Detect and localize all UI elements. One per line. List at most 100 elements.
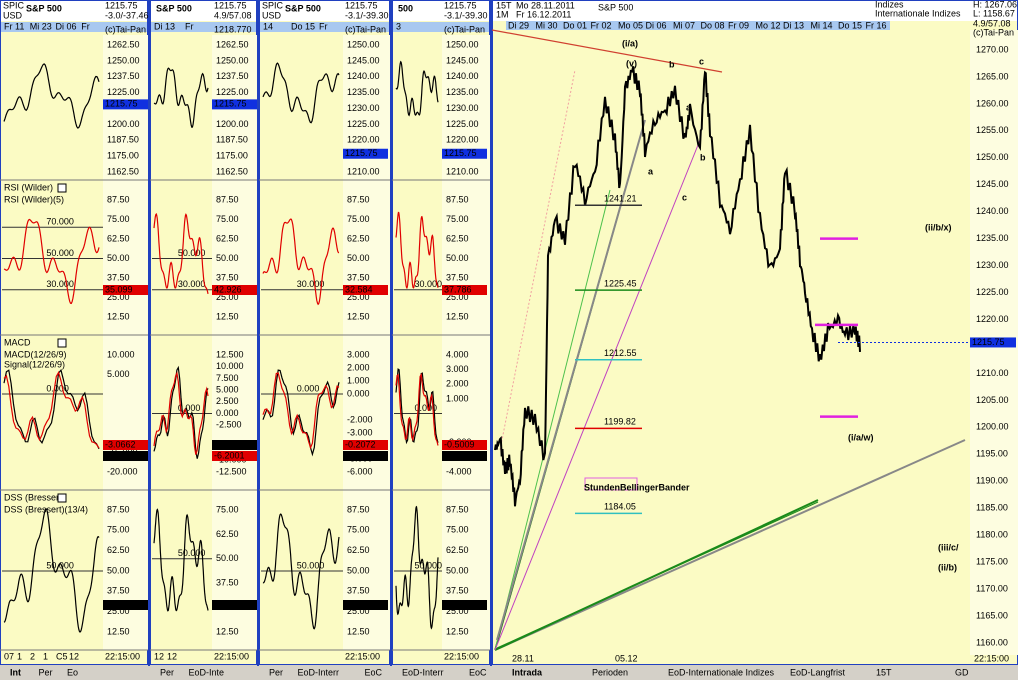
tab[interactable]: Per [160, 667, 174, 677]
y-tick-label: -2.500 [216, 420, 242, 430]
source: (c)Tai-Pan [444, 24, 485, 34]
y-tick-label: 7.500 [216, 373, 239, 383]
symbol: SPIC [262, 0, 284, 10]
indicator-line [3, 63, 100, 129]
panel-toggle[interactable] [57, 338, 67, 348]
date-label: Fr 09 [728, 20, 749, 30]
date-strip [151, 22, 256, 32]
legend-entry: Signal(12/26/9) [4, 359, 65, 369]
tab[interactable]: EoC [365, 667, 383, 677]
y-tick-label: 75.00 [347, 214, 370, 224]
tab[interactable]: EoD-Interr [298, 667, 340, 677]
y-tick-label: 1220.00 [446, 135, 479, 145]
indicator-label: StundenBellingerBander [584, 482, 690, 492]
y-tick-label: 1225.00 [216, 87, 249, 97]
indicator-line [153, 371, 209, 455]
y-tick-label: 12.50 [216, 626, 239, 636]
date-label: Di 06 [56, 21, 77, 31]
tab[interactable]: Per [39, 667, 53, 677]
y-tick-label: 62.50 [347, 233, 370, 243]
indicator-line [395, 372, 439, 446]
y-tick-label: 25.00 [347, 606, 370, 616]
x-tick-label: 1 [43, 651, 48, 661]
source: (c)Tai-Pan [973, 27, 1014, 37]
y-tick-label: 1175.00 [216, 151, 248, 161]
value: -0.2072 [345, 439, 376, 449]
y-tick-label: 1175.00 [976, 557, 1008, 567]
y-tick-label: 1245.00 [347, 55, 380, 65]
level-label: 1199.82 [604, 417, 636, 427]
trend-line [494, 139, 701, 651]
level-label: 0.000 [46, 383, 69, 393]
panel-toggle[interactable] [57, 493, 67, 503]
y-tick-label: 12.50 [347, 311, 370, 321]
value-box [442, 440, 487, 450]
value: 42.926 [214, 284, 242, 294]
header [393, 1, 489, 21]
control[interactable]: 15T [876, 667, 892, 677]
tab[interactable]: Eo [67, 667, 78, 677]
y-tick-label: 25.00 [107, 606, 130, 616]
y-tick-label: 1225.00 [976, 287, 1009, 297]
y-tick-label: 1162.50 [216, 166, 248, 176]
time: 22:15:00 [444, 651, 479, 661]
tab[interactable]: EoD-Internationale Indizes [668, 667, 775, 677]
y-tick-label: 12.500 [216, 349, 244, 359]
currency: USD [262, 10, 282, 20]
tab[interactable]: EoD-Langfrist [790, 667, 846, 677]
level-label: 0.000 [178, 403, 201, 413]
date-strip [506, 21, 890, 30]
y-tick-label: 37.50 [216, 272, 239, 282]
y-tick-label: 37.50 [347, 272, 370, 282]
change: 4.9/57.08 [214, 10, 252, 20]
date-label: Mo 05 [618, 20, 643, 30]
y-tick-label: 1235.00 [976, 233, 1009, 243]
tab[interactable]: Perioden [592, 667, 628, 677]
date-label: Mo 12 [756, 20, 781, 30]
date-label: Do 15 [838, 20, 862, 30]
y-tick-label: 37.50 [347, 586, 370, 596]
date-label: Fr 11 [4, 21, 24, 31]
value-box [343, 600, 388, 610]
tab[interactable]: Intrada [512, 667, 543, 677]
legend-entry: RSI (Wilder)(5) [4, 194, 64, 204]
control[interactable]: GD [955, 667, 969, 677]
y-tick-label: 1220.00 [976, 314, 1009, 324]
level-label: 0.000 [297, 383, 320, 393]
last-price: 1215.75 [214, 0, 247, 10]
indicator-line [153, 508, 209, 612]
y-tick-label: 62.50 [347, 545, 370, 555]
last-price: 1215.75 [444, 0, 477, 10]
time: 22:15:00 [214, 651, 249, 661]
y-tick-label: 1210.00 [976, 368, 1009, 378]
wave-label: a [648, 166, 654, 176]
value-box [442, 600, 487, 610]
y-tick-label: 10.000 [107, 349, 135, 359]
tab[interactable]: EoD-Interr [402, 667, 444, 677]
date-label: Mi 07 [673, 20, 695, 30]
y-tick-label: 1255.00 [976, 125, 1009, 135]
tab[interactable]: EoC [469, 667, 487, 677]
tab-bar [392, 665, 490, 680]
y-tick-label: 75.00 [446, 214, 469, 224]
value: -3.0662 [105, 439, 136, 449]
trend-line [496, 119, 646, 641]
indicator-line [395, 211, 439, 290]
price-box: 1215.75 [105, 99, 138, 109]
y-tick-label: -20.000 [107, 466, 138, 476]
tab[interactable]: Per [269, 667, 283, 677]
y-tick-label: -6.000 [347, 466, 373, 476]
y-tick-label: 1.000 [347, 375, 370, 385]
panel-toggle[interactable] [57, 183, 67, 193]
range: 1M [496, 9, 509, 19]
wave-label: b [669, 59, 675, 69]
y-tick-label: 50.00 [216, 553, 239, 563]
tab[interactable]: EoD-Inte [189, 667, 225, 677]
y-tick-label: 1235.00 [347, 87, 380, 97]
price-box-box [343, 148, 388, 159]
date-label: Fr [81, 21, 90, 31]
y-tick-label: 1162.50 [107, 166, 139, 176]
currency: USD [3, 10, 23, 20]
y-tick-label: 1.000 [446, 393, 469, 403]
tab[interactable]: Int [10, 667, 21, 677]
